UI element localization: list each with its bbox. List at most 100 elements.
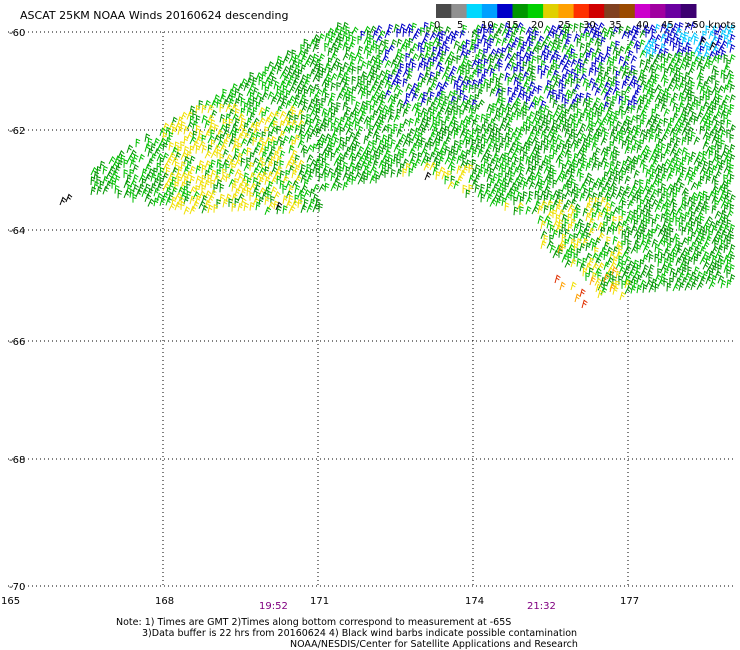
wind-barb (708, 90, 713, 100)
wind-barb (633, 159, 639, 169)
wind-barb (396, 28, 401, 38)
wind-barb (537, 95, 544, 104)
wind-barb (228, 98, 235, 108)
wind-barb (381, 124, 389, 134)
wind-barb (381, 144, 388, 153)
wind-barb (423, 21, 429, 31)
wind-barb (285, 160, 293, 169)
wind-barb (495, 147, 501, 157)
wind-barb (351, 95, 356, 105)
wind-barb (729, 73, 735, 83)
wind-barb (570, 78, 576, 88)
wind-barb (603, 131, 609, 140)
wind-barb (375, 64, 382, 74)
lat-label-70: -70 (9, 582, 25, 593)
wind-barb (600, 176, 607, 186)
wind-barb (627, 279, 634, 289)
wind-barb (684, 201, 690, 211)
wind-barb (390, 128, 396, 138)
wind-barb (366, 160, 373, 170)
wind-barb (597, 121, 605, 131)
wind-barb (702, 190, 708, 200)
wind-barb (567, 133, 574, 143)
wind-barb (342, 141, 348, 151)
wind-barb (279, 100, 287, 109)
wind-barb (720, 29, 727, 39)
wind-barb (444, 175, 450, 185)
wind-barb (363, 45, 370, 55)
wind-barb (471, 128, 477, 138)
wind-barb (237, 92, 244, 102)
wind-barb (315, 198, 321, 207)
wind-barb (342, 111, 349, 121)
wind-barb (531, 65, 536, 75)
wind-barb (681, 237, 689, 246)
wind-barb (171, 176, 177, 186)
wind-barb (513, 66, 518, 76)
wind-barb (576, 128, 584, 137)
wind-barb (393, 53, 401, 63)
wind-barb (591, 211, 597, 221)
wind-barb (360, 90, 367, 100)
wind-barb (459, 89, 465, 99)
wind-barb (642, 114, 648, 123)
wind-barb (390, 98, 397, 108)
wind-barb (312, 113, 320, 123)
wind-barb (387, 153, 393, 163)
wind-barb (717, 184, 725, 194)
wind-barb (549, 234, 554, 244)
wind-barb (153, 167, 158, 177)
wind-barb (639, 69, 646, 78)
wind-barb (165, 136, 172, 146)
wind-barb (189, 165, 196, 175)
wind-barb (543, 194, 549, 204)
wind-barb (144, 143, 151, 152)
wind-barb (561, 254, 569, 263)
wind-barb (288, 164, 295, 174)
wind-barb (570, 58, 578, 68)
wind-barb (435, 170, 441, 180)
wind-barb (519, 76, 525, 85)
wind-barb (471, 29, 478, 38)
wind-barb (360, 110, 367, 120)
wind-barb (396, 158, 401, 168)
wind-barb (528, 140, 534, 150)
wind-barb (366, 170, 372, 179)
wind-barb (321, 97, 326, 107)
wind-barb (303, 59, 311, 68)
wind-barbs (59, 21, 737, 309)
wind-barb (624, 235, 629, 244)
wind-barb (711, 165, 718, 174)
wind-barb (696, 181, 703, 190)
wind-barb (504, 122, 511, 131)
wind-barb (669, 257, 675, 267)
wind-barb (168, 141, 174, 151)
wind-barb (402, 108, 409, 117)
wind-barb (549, 84, 555, 94)
wind-barb (591, 202, 598, 211)
wind-barb (663, 128, 671, 137)
wind-barb (420, 147, 428, 157)
wind-barb (525, 55, 532, 65)
wind-barb (678, 62, 686, 71)
wind-barb (156, 192, 163, 202)
wind-barb (660, 33, 667, 42)
wind-barb (558, 209, 565, 218)
wind-barb (441, 50, 447, 60)
wind-barb (723, 64, 730, 74)
wind-barb (132, 164, 139, 173)
wind-barb (711, 104, 717, 114)
wind-barb (450, 75, 457, 85)
wind-barb (318, 142, 324, 152)
wind-barb (600, 196, 607, 206)
wind-barb (648, 133, 655, 143)
wind-barb (243, 172, 250, 181)
wind-barb (531, 55, 537, 65)
wind-barb (444, 25, 451, 35)
wind-barb (147, 187, 154, 197)
wind-barb (669, 167, 676, 177)
wind-barb (456, 165, 463, 174)
wind-barb (720, 139, 725, 149)
wind-barb (177, 126, 184, 135)
wind-barb (624, 185, 631, 194)
